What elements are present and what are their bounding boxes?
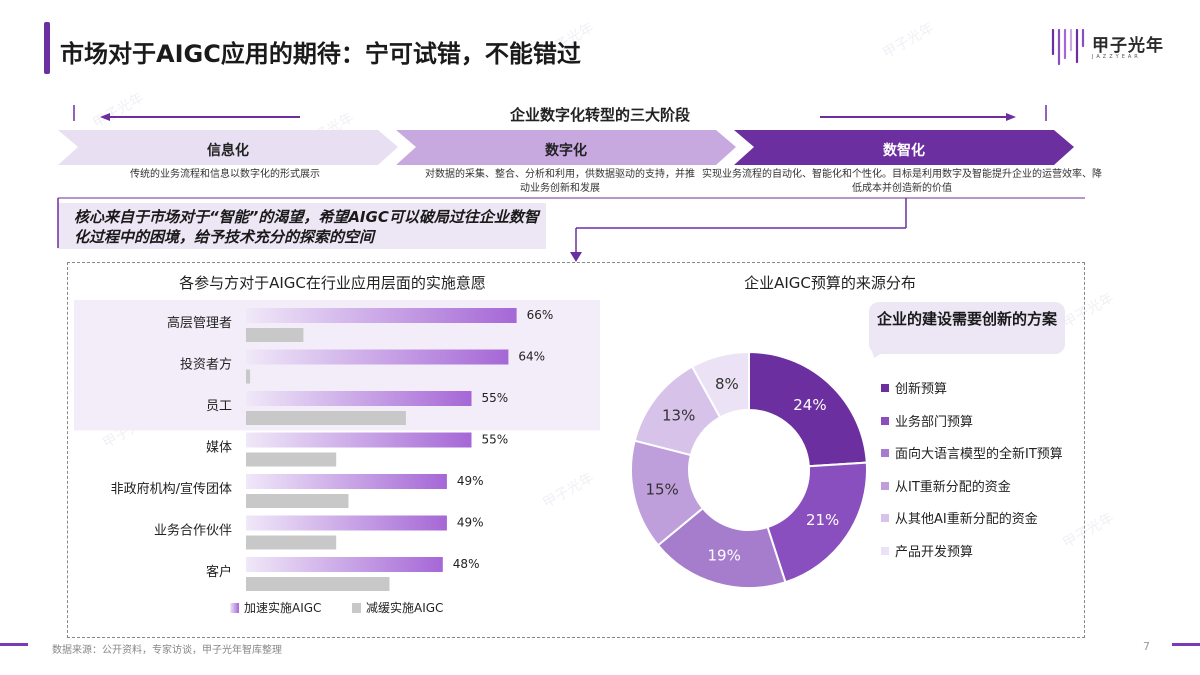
legend-label: 业务部门预算 [895, 414, 974, 430]
stage-label-digital-intelligence: 数智化 [883, 143, 925, 159]
arrowhead-right [1006, 113, 1016, 121]
watermark: 甲子光年 [880, 19, 937, 62]
bar-value-label: 49% [457, 516, 484, 530]
bubble-text: 企业的建设需要创新的方案 [876, 310, 1057, 328]
footer-accent-right [1172, 643, 1200, 646]
footer-accent-left [0, 643, 28, 646]
legend-item: 业务部门预算 [881, 411, 973, 430]
bar-accelerate [246, 432, 472, 448]
bar-value-label: 55% [482, 391, 509, 405]
bar-decelerate [246, 369, 251, 384]
bar-accelerate [246, 391, 472, 406]
legend-label-accelerate: 加速实施AIGC [244, 600, 321, 615]
legend-label: 产品开发预算 [895, 545, 974, 560]
bar-chart-title: 各参与方对于AIGC在行业应用层面的实施意愿 [179, 274, 486, 292]
category-label: 员工 [206, 399, 232, 414]
logo-subtitle: JAZZYEAR [1092, 54, 1141, 60]
stages-heading: 企业数字化转型的三大阶段 [509, 106, 690, 124]
donut-chart: 24% 21% 19% 15% 13% 8% [630, 350, 868, 589]
category-label: 非政府机构/宣传团体 [111, 481, 232, 497]
legend-item: 从IT重新分配的资金 [881, 476, 1011, 495]
donut-slice [766, 461, 868, 584]
bar-decelerate [246, 328, 304, 342]
legend-swatch-decelerate [352, 603, 361, 613]
charts-frame [67, 262, 1085, 638]
arrowhead-left [100, 113, 110, 121]
pie-chart-title: 企业AIGC预算的来源分布 [744, 274, 916, 292]
bar-value-label: 64% [518, 350, 545, 364]
bar-value-label: 48% [453, 557, 480, 571]
legend-swatch [881, 416, 889, 425]
legend-item: 面向大语言模型的全新IT预算 [881, 443, 1063, 462]
donut-slice-label: 24% [793, 396, 826, 414]
legend-swatch [881, 481, 889, 490]
stage-desc-informatization: 传统的业务流程和信息以数字化的形式展示 [130, 169, 320, 180]
jazzyear-logo-icon [1051, 28, 1085, 66]
bar-value-label: 55% [482, 433, 509, 447]
callout-bubble [869, 302, 1065, 354]
category-label: 业务合作伙伴 [154, 523, 232, 539]
bar-accelerate [246, 515, 447, 531]
bar-accelerate [246, 349, 509, 365]
bar-decelerate [246, 411, 406, 425]
legend-swatch [881, 449, 889, 458]
category-label: 客户 [206, 564, 232, 580]
legend-label-decelerate: 减缓实施AIGC [366, 600, 443, 615]
connector-lines [57, 197, 1085, 262]
bar-decelerate [246, 494, 349, 508]
footer-source: 数据来源：公开资料，专家访谈，甲子光年智库整理 [52, 645, 282, 656]
legend-item: 产品开发预算 [881, 541, 973, 560]
logo-name: 甲子光年 [1092, 36, 1164, 56]
bar-decelerate [246, 452, 337, 467]
legend-label: 创新预算 [895, 382, 948, 397]
callout-box [58, 203, 546, 249]
stage-label-informatization: 信息化 [207, 143, 249, 159]
stage-chevron-digitization [396, 130, 736, 165]
legend-swatch [881, 384, 889, 392]
title-accent-bar [44, 22, 50, 74]
bar-accelerate [246, 557, 443, 572]
legend-label: 面向大语言模型的全新IT预算 [895, 447, 1063, 463]
bar-accelerate [246, 308, 517, 323]
stage-desc-digitization: 对数据的采集、整合、分析和利用，供数据驱动的支持，并推动业务创新和发展 [425, 169, 695, 194]
donut-slice-label: 21% [806, 511, 839, 529]
donut-slice-label: 13% [662, 406, 695, 424]
callout-text: 核心来自于市场对于“智能”的渴望，希望AIGC可以破局过往企业数智化过程中的困境… [74, 208, 539, 246]
donut-slice-label: 8% [715, 375, 739, 393]
stage-chevron-informatization [58, 130, 398, 165]
stages-diagram [58, 105, 1074, 165]
category-label: 媒体 [206, 441, 232, 456]
category-label: 投资者方 [180, 357, 232, 373]
legend-swatch-accelerate [230, 603, 239, 613]
donut-slice-label: 19% [707, 546, 740, 564]
page-number: 7 [1143, 640, 1150, 653]
donut-slice [690, 350, 750, 419]
stage-desc-digital-intelligence: 实现业务流程的自动化、智能化和个性化。目标是利用数字及智能提升企业的运营效率、降… [702, 169, 1102, 194]
bubble-pointer [870, 344, 898, 358]
legend-swatch [881, 547, 889, 555]
stage-chevron-digital-intelligence [734, 130, 1074, 165]
legend-swatch [881, 514, 889, 523]
stage-label-digitization: 数字化 [545, 143, 587, 159]
donut-slice-label: 15% [645, 480, 678, 498]
legend-item: 创新预算 [881, 378, 947, 397]
legend-item: 从其他AI重新分配的资金 [881, 508, 1038, 527]
legend-label: 从IT重新分配的资金 [895, 479, 1011, 495]
bar-value-label: 66% [527, 308, 554, 322]
bar-decelerate [246, 577, 390, 591]
page-title: 市场对于AIGC应用的期待：宁可试错，不能错过 [60, 40, 581, 68]
category-label: 高层管理者 [167, 315, 232, 331]
donut-slice [748, 350, 868, 468]
connector-arrowhead [570, 252, 582, 262]
legend-label: 从其他AI重新分配的资金 [895, 512, 1038, 528]
bar-chart: 高层管理者 66% 投资者方 64% 员工 55% 媒体 55% 非政府机构/宣传团体 49% 业务… [74, 300, 600, 615]
bar-decelerate [246, 535, 337, 550]
bar-value-label: 49% [457, 474, 484, 488]
bar-accelerate [246, 474, 447, 489]
